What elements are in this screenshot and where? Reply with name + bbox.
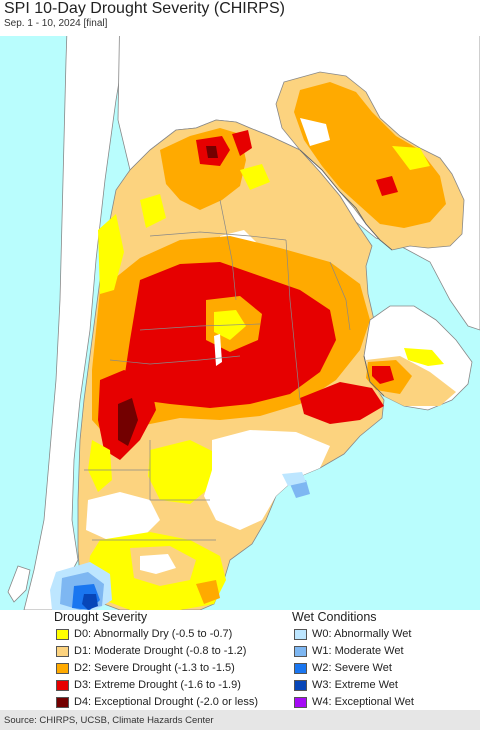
d0-west-2 — [88, 440, 112, 492]
d4-west-core — [118, 398, 138, 446]
legend-swatch-d3 — [56, 679, 69, 691]
legend-swatch-d0 — [56, 628, 69, 640]
legend-swatch-w1 — [294, 645, 307, 657]
legend-item-d0: D0: Abnormally Dry (-0.5 to -0.7) — [56, 627, 232, 641]
drought-patches — [86, 82, 456, 610]
d3-paraguay — [376, 176, 398, 196]
d2-paraguay — [294, 82, 446, 228]
wet-patches — [50, 472, 310, 610]
d3-north-east — [232, 130, 252, 156]
legend-label-w0: W0: Abnormally Wet — [312, 628, 412, 640]
legend-item-w4: W4: Exceptional Wet — [294, 695, 414, 709]
d0-paraguay — [392, 146, 430, 170]
w1-south-coast — [290, 480, 310, 498]
legend-label-w3: W3: Extreme Wet — [312, 679, 398, 691]
legend-item-w0: W0: Abnormally Wet — [294, 627, 411, 641]
header: SPI 10-Day Drought Severity (CHIRPS) Sep… — [0, 0, 480, 36]
white-patagonia — [140, 554, 176, 574]
page-subtitle: Sep. 1 - 10, 2024 [final] — [4, 18, 108, 29]
legend-label-d4: D4: Exceptional Drought (-2.0 or less) — [74, 696, 259, 708]
d3-south-east-coast — [300, 382, 384, 424]
wet-legend-title: Wet Conditions — [292, 610, 377, 624]
legend-swatch-w3 — [294, 679, 307, 691]
legend-label-w2: W2: Severe Wet — [312, 662, 392, 674]
d0-west-andes — [98, 214, 124, 294]
legend-item-d4: D4: Exceptional Drought (-2.0 or less) — [56, 695, 258, 709]
legend-item-d3: D3: Extreme Drought (-1.6 to -1.9) — [56, 678, 241, 692]
legend-item-w2: W2: Severe Wet — [294, 661, 392, 675]
white-south-plain — [204, 430, 330, 530]
d0-north — [140, 194, 166, 228]
legend-label-w1: W1: Moderate Wet — [312, 645, 404, 657]
legend-swatch-d2 — [56, 662, 69, 674]
drought-legend-title: Drought Severity — [54, 610, 148, 624]
legend-label-d2: D2: Severe Drought (-1.3 to -1.5) — [74, 662, 235, 674]
legend-label-w4: W4: Exceptional Wet — [312, 696, 414, 708]
d0-north-2 — [240, 164, 270, 190]
legend-swatch-w4 — [294, 696, 307, 708]
drought-map — [0, 0, 480, 610]
w0-south-coast — [282, 472, 306, 486]
d0-uruguay — [404, 348, 444, 366]
white-south-west — [86, 492, 160, 540]
d2-patagonia-east — [196, 580, 220, 604]
legend-item-d1: D1: Moderate Drought (-0.8 to -1.2) — [56, 644, 246, 658]
white-paraguay — [300, 118, 330, 146]
d3-uruguay-south — [372, 366, 394, 384]
source-credit: Source: CHIRPS, UCSB, Climate Hazards Ce… — [4, 715, 214, 726]
province-borders — [84, 199, 351, 541]
legend: Drought Severity Wet Conditions D0: Abno… — [0, 610, 480, 710]
legend-label-d1: D1: Moderate Drought (-0.8 to -1.2) — [74, 645, 247, 657]
country-borders — [299, 149, 393, 397]
legend-item-w1: W1: Moderate Wet — [294, 644, 404, 658]
legend-swatch-w0 — [294, 628, 307, 640]
legend-swatch-w2 — [294, 662, 307, 674]
page-title: SPI 10-Day Drought Severity (CHIRPS) — [4, 0, 285, 17]
legend-item-d2: D2: Severe Drought (-1.3 to -1.5) — [56, 661, 235, 675]
footer: Source: CHIRPS, UCSB, Climate Hazards Ce… — [0, 710, 480, 730]
d4-north-argentina — [206, 146, 218, 158]
legend-swatch-d1 — [56, 645, 69, 657]
legend-item-w3: W3: Extreme Wet — [294, 678, 398, 692]
legend-swatch-d4 — [56, 696, 69, 708]
chile-islands — [7, 565, 31, 603]
legend-label-d0: D0: Abnormally Dry (-0.5 to -0.7) — [74, 628, 233, 640]
d0-south-central — [148, 440, 214, 504]
legend-label-d3: D3: Extreme Drought (-1.6 to -1.9) — [74, 679, 241, 691]
w3-southwest — [82, 594, 98, 610]
